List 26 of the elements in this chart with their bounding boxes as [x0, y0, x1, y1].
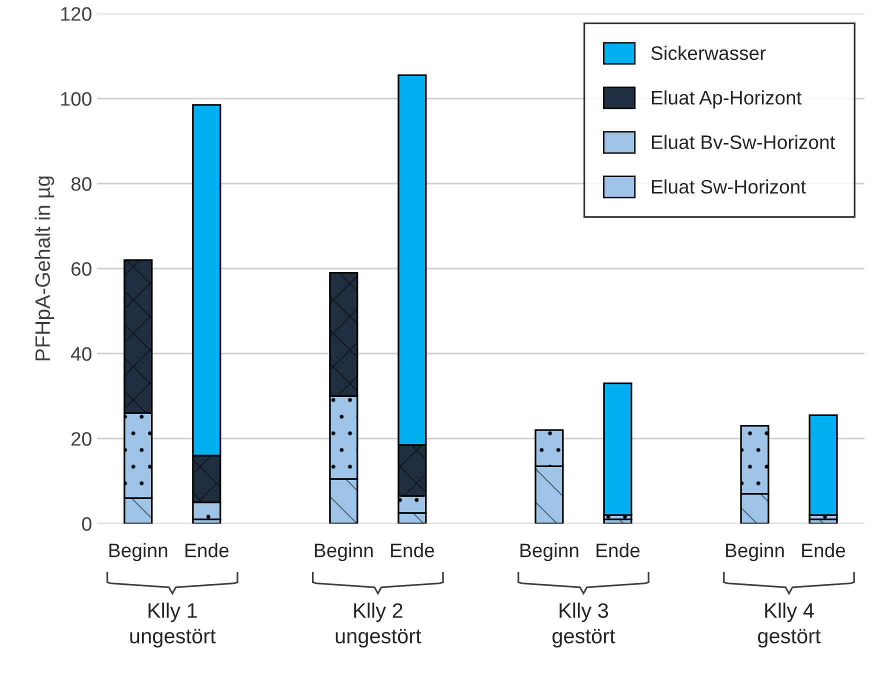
- y-tick-label: 60: [72, 262, 92, 276]
- text: Klly 4 gestört: [758, 602, 821, 648]
- legend-label: Sickerwasser: [651, 46, 766, 60]
- x-tick-label: Ende: [802, 543, 846, 558]
- x-tick-label: Beginn: [520, 543, 578, 562]
- y-tick-label: 80: [71, 177, 92, 191]
- text: Klly 1 ungestört: [130, 602, 216, 648]
- bar: [808, 414, 838, 516]
- x-tick-label: Ende: [596, 543, 640, 558]
- x-tick-label: Beginn: [109, 543, 168, 562]
- y-tick-label: 40: [70, 347, 92, 361]
- x-tick-label: Beginn: [726, 543, 784, 562]
- legend-label: Eluat Bv-Sw-Horizont: [652, 134, 836, 150]
- x-tick-label: Ende: [391, 543, 434, 558]
- x-tick-label: Ende: [186, 543, 228, 558]
- text: Klly 3 gestört: [552, 602, 616, 648]
- x-tick-label: Beginn: [314, 543, 373, 562]
- y-tick-label: 0: [82, 517, 92, 531]
- legend-label: Eluat Sw-Horizont: [652, 179, 806, 194]
- y-tick-label: 120: [61, 7, 92, 21]
- y-tick-label: 100: [61, 92, 92, 106]
- y-axis-title: PFHpA-Gehalt in µg: [34, 176, 54, 360]
- bar: [603, 382, 632, 516]
- y-tick-label: 20: [72, 432, 92, 446]
- text: Klly 2 ungestört: [336, 602, 422, 648]
- legend-label: Eluat Ap-Horizont: [652, 90, 802, 108]
